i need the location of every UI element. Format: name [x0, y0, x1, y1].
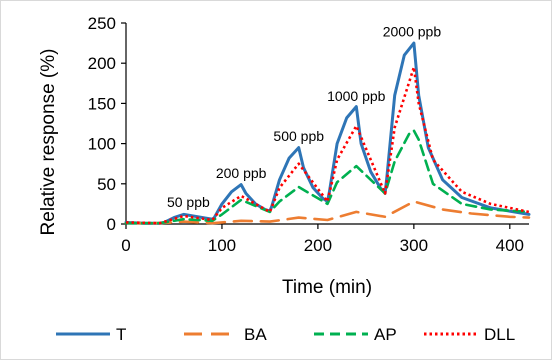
annotation-label: 50 ppb — [167, 194, 210, 210]
series-line-ba — [124, 200, 531, 225]
y-tick-label: 0 — [107, 215, 116, 234]
annotation-label: 500 ppb — [273, 128, 324, 144]
series-line-ap — [124, 129, 531, 225]
y-tick-label: 100 — [88, 135, 116, 154]
y-tick-label: 150 — [88, 94, 116, 113]
series-lines — [124, 41, 531, 225]
y-tick-label: 200 — [88, 54, 116, 73]
x-tick-label: 100 — [208, 236, 236, 255]
y-tick-label: 250 — [88, 14, 116, 33]
annotation-label: 1000 ppb — [327, 88, 386, 104]
legend-label-t: T — [116, 325, 126, 344]
y-axis-title: Relative response (%) — [38, 49, 59, 236]
legend-label-ap: AP — [374, 325, 397, 344]
annotation-label: 2000 ppb — [383, 24, 442, 40]
x-tick-labels: 0 100 200 300 400 — [121, 224, 524, 255]
annotation-label: 200 ppb — [216, 165, 267, 181]
legend-label-ba: BA — [244, 325, 267, 344]
y-tick-label: 50 — [97, 175, 116, 194]
x-axis-title: Time (min) — [282, 277, 372, 298]
x-tick-label: 400 — [496, 236, 524, 255]
x-tick-label: 300 — [400, 236, 428, 255]
x-tick-label: 0 — [121, 236, 130, 255]
axes — [125, 23, 529, 225]
x-tick-label: 200 — [304, 236, 332, 255]
line-chart: Relative response (%) Time (min) 0 50 100 1… — [38, 14, 531, 344]
legend-label-dll: DLL — [484, 325, 515, 344]
series-line-dll — [125, 65, 530, 225]
y-tick-labels: 0 50 100 150 200 250 — [88, 14, 126, 234]
annotations: 50 ppb 200 ppb 500 ppb 1000 ppb 2000 ppb — [167, 24, 441, 210]
legend: T BA AP DLL — [56, 325, 515, 344]
